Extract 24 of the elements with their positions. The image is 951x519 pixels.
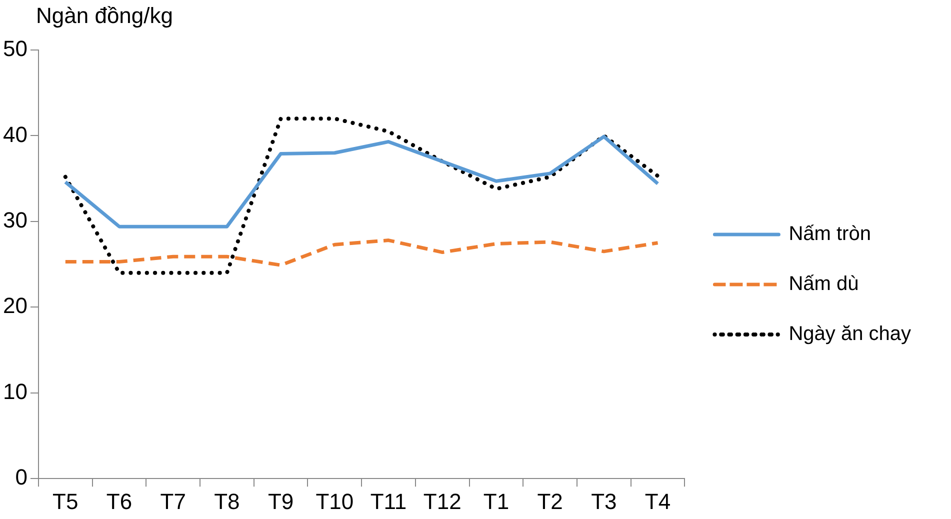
legend-label: Nấm tròn xyxy=(788,223,871,246)
x-tick-label: T6 xyxy=(106,488,132,514)
x-tick-label: T5 xyxy=(52,488,78,514)
line-series xyxy=(63,116,660,275)
y-tick-label: 30 xyxy=(2,208,28,233)
x-tick-label: T8 xyxy=(214,488,240,514)
x-tick-label: T9 xyxy=(268,488,294,514)
y-tick-label: 10 xyxy=(2,378,28,404)
x-tick-label: T2 xyxy=(537,488,563,514)
y-tick-label: 40 xyxy=(2,122,28,147)
x-tick-label: T10 xyxy=(316,488,354,514)
legend-label: Ngày ăn chay xyxy=(788,323,911,346)
y-tick-label: 20 xyxy=(2,293,28,318)
x-tick-label: T11 xyxy=(370,488,407,514)
line-series xyxy=(64,238,660,267)
x-tick-label: T12 xyxy=(423,488,462,514)
y-tick-label: 0 xyxy=(15,464,28,490)
x-tick-label: T1 xyxy=(483,488,510,514)
y-tick-label: 50 xyxy=(2,36,28,62)
legend-label: Nấm dù xyxy=(788,273,859,296)
x-tick-label: T3 xyxy=(591,488,617,514)
x-tick-label: T4 xyxy=(644,488,671,514)
y-axis-title: Ngàn đồng/kg xyxy=(36,3,173,28)
x-tick-label: T7 xyxy=(160,488,186,514)
